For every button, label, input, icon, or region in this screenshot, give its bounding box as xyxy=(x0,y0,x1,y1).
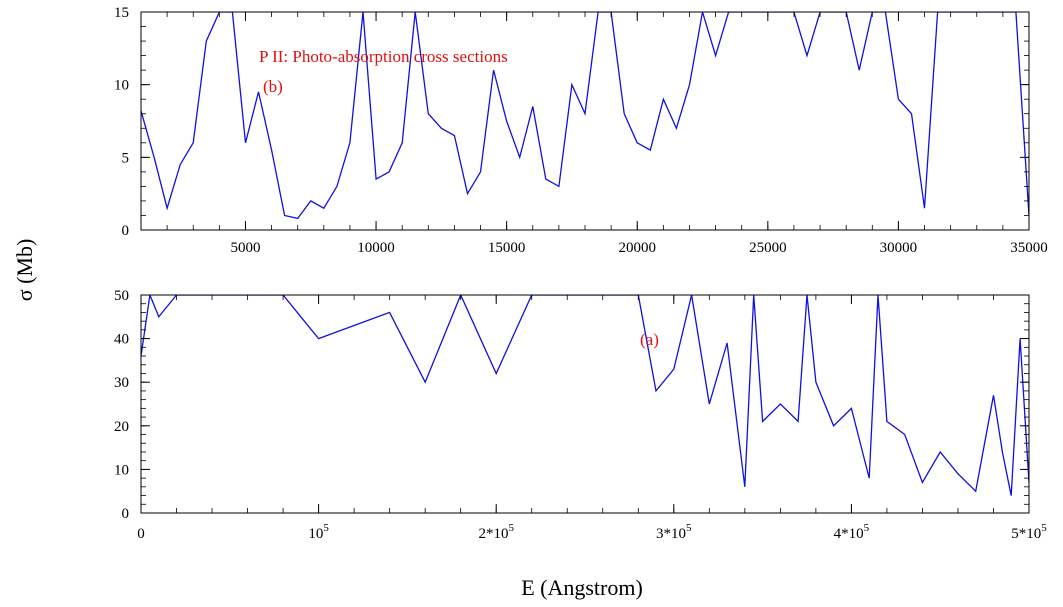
panel-b-y-tick-label: 10 xyxy=(114,78,129,94)
panel-a: 0 10 20 30 40 50 0 105 2*105 3*105 4*105 5*105 (a) xyxy=(114,288,1047,542)
panel-a-y-tick-label: 10 xyxy=(114,462,129,478)
panel-a-y-tick-label: 0 xyxy=(122,506,130,522)
panel-b-y-tick-label: 5 xyxy=(122,150,130,166)
panel-b-x-tick-label: 15000 xyxy=(488,240,526,256)
panel-a-x-tick-label: 0 xyxy=(137,526,145,542)
panel-b-series-line-0 xyxy=(141,12,1029,220)
panel-b-x-tick-label: 20000 xyxy=(618,240,656,256)
panel-a-x-tick-label: 5*105 xyxy=(1011,522,1047,542)
panel-a-y-tick-label: 20 xyxy=(114,419,129,435)
panel-b-x-tick-label: 30000 xyxy=(880,240,918,256)
panel-b-y-tick-label: 15 xyxy=(114,5,129,21)
panel-b: 0 5 10 15 5000 10000 15000 20000 25000 30000 35000… xyxy=(114,5,1048,256)
panel-b-x-tick-label: 10000 xyxy=(357,240,395,256)
panel-b-x-tick-label: 35000 xyxy=(1010,240,1048,256)
panel-b-title: P II: Photo-absorption cross sections xyxy=(259,47,508,66)
y-axis-title: σ (Mb) xyxy=(12,239,37,302)
panel-a-frame xyxy=(140,294,1030,514)
panel-a-y-tick-label: 50 xyxy=(114,288,129,304)
panel-b-x-tick-label: 5000 xyxy=(230,240,260,256)
panel-a-annotation: (a) xyxy=(640,330,659,349)
panel-a-y-tick-label: 30 xyxy=(114,375,129,391)
panel-a-x-tick-label: 2*105 xyxy=(478,522,514,542)
panel-b-x-tick-label: 25000 xyxy=(749,240,787,256)
panel-a-x-tick-label: 105 xyxy=(308,522,329,542)
panel-b-frame xyxy=(140,11,1030,231)
panel-a-x-tick-label: 4*105 xyxy=(834,522,870,542)
x-axis-title: E (Angstrom) xyxy=(521,575,643,600)
panel-b-y-tick-label: 0 xyxy=(122,223,130,239)
panel-a-x-tick-label: 3*105 xyxy=(656,522,692,542)
panel-a-y-tick-label: 40 xyxy=(114,332,129,348)
panel-b-annotation: (b) xyxy=(263,77,283,96)
panel-a-series-line-0 xyxy=(141,295,1029,496)
